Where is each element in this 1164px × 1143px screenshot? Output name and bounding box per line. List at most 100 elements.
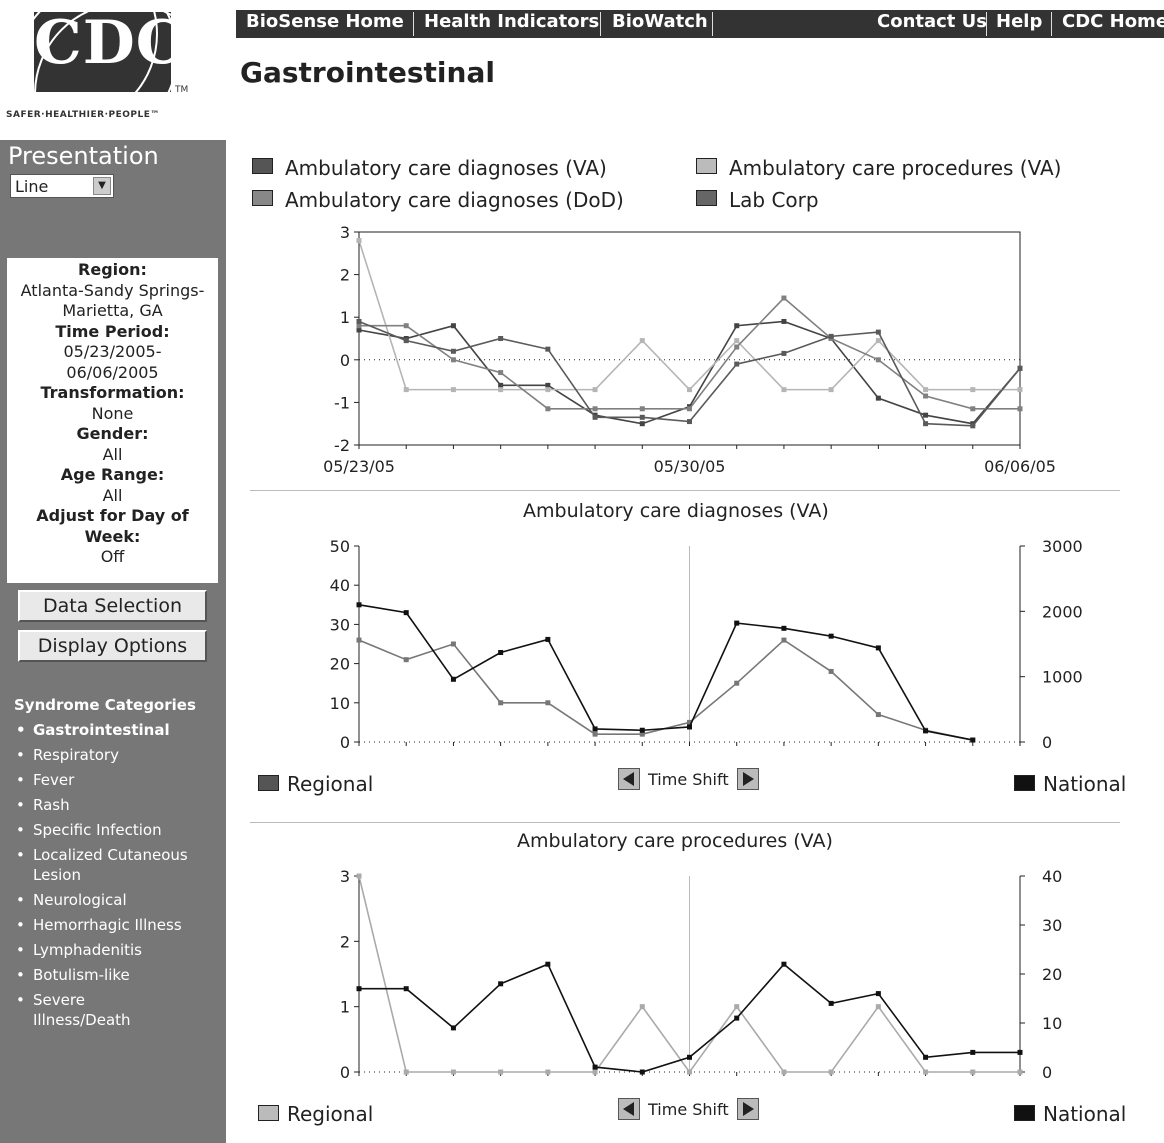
data-point <box>923 1054 929 1060</box>
x-tick-label: 05/23/05 <box>323 457 395 476</box>
data-point <box>828 633 834 639</box>
series-line <box>358 639 973 741</box>
data-point <box>687 406 692 412</box>
y2-tick-label: 2000 <box>1042 602 1083 621</box>
data-point <box>592 731 598 737</box>
logo-tagline: SAFER·HEALTHIER·PEOPLE™ <box>6 110 160 120</box>
data-point <box>450 357 456 363</box>
data-point <box>781 350 787 356</box>
age-range-label: Age Range: <box>60 465 165 484</box>
nav-cdc-home[interactable]: CDC Home <box>1062 11 1164 32</box>
chevron-down-icon[interactable]: ▼ <box>93 177 111 195</box>
data-point <box>734 344 740 350</box>
legend-item[interactable]: Ambulatory care diagnoses (DoD) <box>252 188 624 212</box>
syndrome-botulism-like[interactable]: Botulism-like <box>14 965 224 985</box>
syndrome-lymphadenitis[interactable]: Lymphadenitis <box>14 940 224 960</box>
data-point <box>875 357 881 363</box>
syndrome-gastrointestinal[interactable]: Gastrointestinal <box>14 720 224 740</box>
syndrome-neurological[interactable]: Neurological <box>14 890 224 910</box>
syndrome-list: Gastrointestinal Respiratory Fever Rash … <box>14 720 224 1035</box>
data-point <box>781 295 787 301</box>
data-point <box>734 680 740 686</box>
y-tick-label: 3 <box>340 867 350 886</box>
syndrome-hemorrhagic-illness[interactable]: Hemorrhagic Illness <box>14 915 224 935</box>
national-swatch <box>1014 1105 1035 1121</box>
data-point <box>498 336 504 341</box>
data-point <box>498 370 504 376</box>
data-point <box>734 620 740 626</box>
data-point <box>545 382 551 388</box>
data-point <box>639 1004 645 1010</box>
nav-biosense-home[interactable]: BioSense Home <box>246 11 404 32</box>
data-point <box>923 393 929 399</box>
syndrome-respiratory[interactable]: Respiratory <box>14 745 224 765</box>
time-shift-back-button[interactable] <box>618 768 640 790</box>
nav-biowatch[interactable]: BioWatch <box>612 11 708 32</box>
data-point <box>875 645 881 651</box>
syndrome-localized-cutaneous-lesion[interactable]: Localized Cutaneous Lesion <box>14 845 193 885</box>
data-point <box>734 1015 740 1021</box>
legend-label: Ambulatory care diagnoses (DoD) <box>285 188 624 212</box>
nav-separator <box>1051 12 1052 36</box>
syndrome-specific-infection[interactable]: Specific Infection <box>14 820 224 840</box>
y2-tick-label: 10 <box>1042 1014 1062 1033</box>
syndrome-rash[interactable]: Rash <box>14 795 224 815</box>
data-point <box>687 1054 692 1060</box>
data-point <box>356 318 362 324</box>
y-tick-label: 1 <box>340 998 350 1017</box>
chart-title-va-procedures: Ambulatory care procedures (VA) <box>517 830 833 852</box>
legend-item[interactable]: Ambulatory care diagnoses (VA) <box>252 156 607 180</box>
data-point <box>781 637 787 643</box>
data-point <box>592 414 598 420</box>
data-point <box>1017 365 1023 371</box>
data-point <box>734 361 740 367</box>
data-point <box>828 387 834 393</box>
data-point <box>592 1064 598 1070</box>
nav-health-indicators[interactable]: Health Indicators <box>424 11 600 32</box>
nav-contact-us[interactable]: Contact Us <box>877 11 988 32</box>
regional-label: Regional <box>287 772 374 796</box>
data-point <box>734 1004 740 1010</box>
series-line <box>358 604 973 741</box>
legend-item[interactable]: Lab Corp <box>696 188 819 212</box>
y2-tick-label: 30 <box>1042 916 1062 935</box>
data-point <box>734 323 740 329</box>
syndrome-fever[interactable]: Fever <box>14 770 224 790</box>
data-point <box>828 333 834 339</box>
data-point <box>403 986 409 992</box>
data-point <box>970 406 976 412</box>
time-shift-forward-button[interactable] <box>736 768 759 790</box>
data-point <box>356 873 362 879</box>
time-shift-forward-button[interactable] <box>736 1098 759 1120</box>
data-point <box>403 323 409 329</box>
data-selection-button[interactable]: Data Selection <box>18 590 207 622</box>
presentation-select[interactable]: Line ▼ <box>10 174 114 198</box>
data-point <box>875 712 881 718</box>
time-period-label: Time Period: <box>55 321 170 341</box>
nav-help[interactable]: Help <box>996 11 1043 32</box>
display-options-button[interactable]: Display Options <box>18 630 207 662</box>
data-point <box>875 395 881 401</box>
data-point <box>403 338 409 344</box>
data-point <box>687 1069 692 1075</box>
syndrome-severe-illness-death[interactable]: Severe Illness/Death <box>14 990 163 1030</box>
time-shift-back-button[interactable] <box>618 1098 640 1120</box>
y-tick-label: -1 <box>334 393 350 412</box>
y2-tick-label: 3000 <box>1042 537 1083 556</box>
national-label: National <box>1043 772 1127 796</box>
data-point <box>639 1069 645 1075</box>
y-tick-label: 3 <box>340 223 350 242</box>
legend-swatch <box>252 158 273 174</box>
data-point <box>875 338 881 344</box>
data-point <box>781 625 787 631</box>
data-point <box>498 387 504 393</box>
y-tick-label: 10 <box>330 694 350 713</box>
page-title: Gastrointestinal <box>240 56 495 89</box>
nav-separator <box>413 12 414 36</box>
y2-tick-label: 0 <box>1042 1063 1052 1082</box>
data-point <box>639 727 645 733</box>
gastrointestinal-combined-chart: -2 -1 0 1 2 3 05/23/05 05/30/05 06/06/05 <box>323 223 1056 476</box>
data-point <box>403 610 409 616</box>
legend-item[interactable]: Ambulatory care procedures (VA) <box>696 156 1061 180</box>
data-point <box>734 338 740 344</box>
